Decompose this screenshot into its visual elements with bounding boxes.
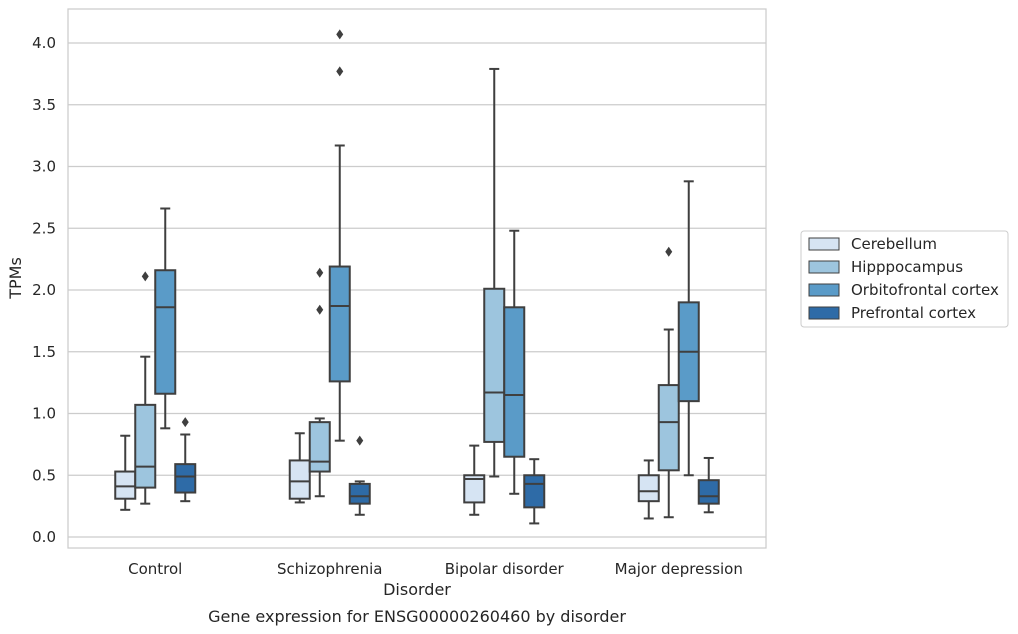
box-major-depression <box>657 246 680 519</box>
legend-item: Cerebellum <box>808 235 937 253</box>
box-control <box>154 207 177 430</box>
box-bipolar-disorder <box>503 229 526 495</box>
box-major-depression <box>637 459 660 520</box>
box-control <box>174 417 197 503</box>
box-series <box>114 29 720 525</box>
series-cerebellum <box>114 432 660 520</box>
x-tick-label: Schizophrenia <box>277 560 382 578</box>
legend-items: Cerebellum Hipppocampus Orbitofrontal cort… <box>808 235 999 322</box>
chart-caption: Gene expression for ENSG00000260460 by d… <box>208 607 626 626</box>
y-tick-label: 1.5 <box>32 343 56 361</box>
outlier-point <box>336 29 344 40</box>
series-orbitofrontal-cortex <box>154 29 700 495</box>
iqr-box <box>503 306 526 458</box>
box-major-depression <box>677 180 700 477</box>
y-tick-label: 0.5 <box>32 466 56 484</box>
legend-item: Prefrontal cortex <box>808 304 976 322</box>
outlier-point <box>141 271 149 282</box>
y-tick-label: 2.5 <box>32 219 56 237</box>
box-bipolar-disorder <box>523 458 546 525</box>
box-control <box>134 271 157 505</box>
legend-frame <box>800 230 1009 328</box>
legend-label: Hipppocampus <box>851 258 963 276</box>
iqr-box <box>523 474 546 509</box>
iqr-box <box>308 421 331 473</box>
x-tick-labels: Control Schizophrenia Bipolar disorder Majo… <box>128 560 743 578</box>
box-schizophrenia <box>328 29 351 442</box>
y-tick-label: 3.0 <box>32 158 56 176</box>
legend-label: Cerebellum <box>851 235 937 253</box>
plot-frame <box>67 8 767 549</box>
legend-swatch <box>808 283 840 297</box>
box-major-depression <box>697 456 720 514</box>
box-bipolar-disorder <box>463 444 486 516</box>
outlier-point <box>665 246 673 257</box>
box-schizophrenia <box>288 432 311 504</box>
legend-label: Prefrontal cortex <box>851 304 976 322</box>
box-schizophrenia <box>308 267 331 498</box>
iqr-box <box>174 463 197 494</box>
outlier-point <box>316 304 324 315</box>
series-hipppocampus <box>134 67 680 519</box>
legend-swatch <box>808 260 840 274</box>
y-tick-label: 4.0 <box>32 34 56 52</box>
iqr-box <box>288 459 311 500</box>
outlier-point <box>181 417 189 428</box>
x-axis-title: Disorder <box>383 580 451 599</box>
iqr-box <box>483 287 506 443</box>
y-tick-label: 3.5 <box>32 96 56 114</box>
iqr-box <box>697 479 720 505</box>
outlier-point <box>316 267 324 278</box>
y-axis-title: TPMs <box>6 257 25 300</box>
y-tick-label: 2.0 <box>32 281 56 299</box>
legend-swatch <box>808 306 840 320</box>
iqr-box <box>463 474 486 504</box>
iqr-box <box>348 482 371 505</box>
x-tick-label: Major depression <box>615 560 743 578</box>
outlier-point <box>356 435 364 446</box>
legend-label: Orbitofrontal cortex <box>851 281 999 299</box>
x-tick-label: Control <box>128 560 182 578</box>
legend-swatch <box>808 237 840 251</box>
outlier-point <box>336 66 344 77</box>
iqr-box <box>134 403 157 489</box>
iqr-box <box>637 474 660 503</box>
y-gridlines <box>68 42 766 538</box>
iqr-box <box>657 384 680 472</box>
box-schizophrenia <box>348 435 371 516</box>
y-tick-labels: 0.0 0.5 1.0 1.5 2.0 2.5 3.0 3.5 4.0 <box>32 34 56 546</box>
y-tick-label: 0.0 <box>32 528 56 546</box>
series-prefrontal-cortex <box>174 417 720 525</box>
legend-item: Orbitofrontal cortex <box>808 281 999 299</box>
legend: Cerebellum Hipppocampus Orbitofrontal cort… <box>800 230 1009 328</box>
iqr-box <box>114 470 137 500</box>
x-tick-label: Bipolar disorder <box>445 560 565 578</box>
iqr-box <box>154 269 177 395</box>
legend-item: Hipppocampus <box>808 258 963 276</box>
iqr-box <box>328 265 351 383</box>
y-tick-label: 1.0 <box>32 405 56 423</box>
